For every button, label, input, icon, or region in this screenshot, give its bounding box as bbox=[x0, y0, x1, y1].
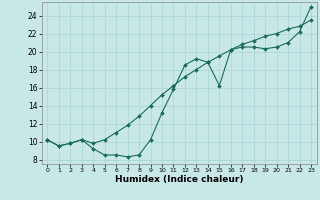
X-axis label: Humidex (Indice chaleur): Humidex (Indice chaleur) bbox=[115, 175, 244, 184]
